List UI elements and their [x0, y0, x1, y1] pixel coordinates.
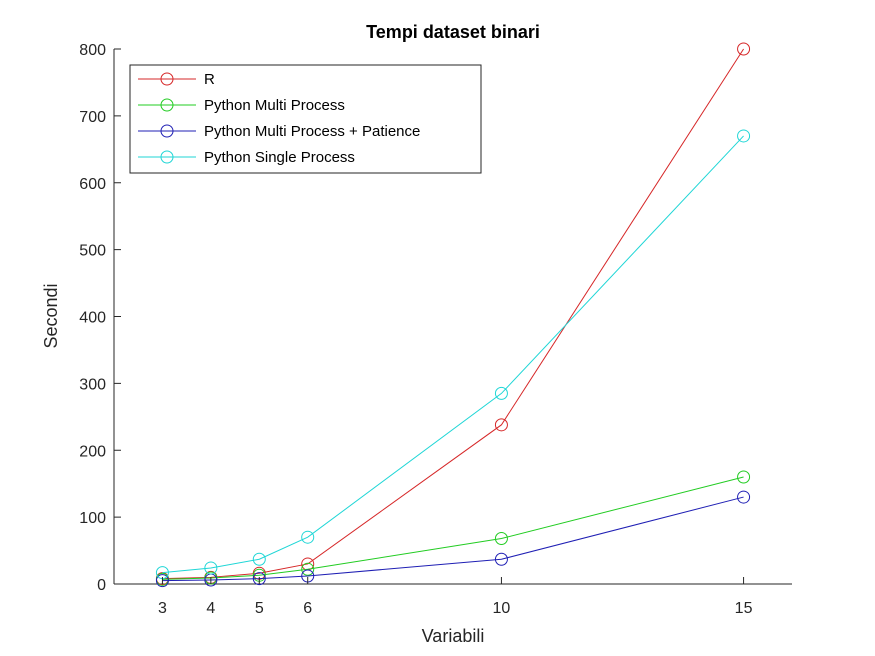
x-tick-label: 10 [493, 600, 511, 617]
legend-box [129, 64, 482, 174]
legend-label: Python Multi Process + Patience [204, 123, 420, 140]
data-point [737, 129, 751, 143]
data-point [737, 490, 751, 504]
legend-label: Python Single Process [204, 149, 355, 166]
series-line [162, 135, 744, 574]
series-line [162, 476, 744, 580]
data-point [494, 386, 508, 400]
data-point [155, 574, 169, 588]
y-axis-ticks: 0 100 200 300 400 500 600 700 800 [79, 42, 121, 594]
x-axis-ticks: 3 4 5 6 10 15 [158, 577, 753, 617]
legend-marker [160, 150, 174, 164]
data-point [737, 470, 751, 484]
y-tick-label: 100 [79, 510, 106, 527]
legend-label: Python Multi Process [204, 97, 345, 114]
data-point [737, 42, 751, 56]
data-point [204, 561, 218, 575]
y-tick-label: 700 [79, 109, 106, 126]
x-axis-label: Variabili [422, 626, 485, 646]
legend-item: Python Single Process [138, 149, 355, 166]
data-point [494, 552, 508, 566]
data-point [252, 572, 266, 586]
legend-item: R [138, 71, 215, 88]
legend-item: Python Multi Process + Patience [138, 123, 420, 140]
data-point [494, 532, 508, 546]
y-tick-label: 600 [79, 176, 106, 193]
legend-item: Python Multi Process [138, 97, 345, 114]
chart-title: Tempi dataset binari [366, 22, 540, 42]
series-1 [155, 470, 751, 586]
data-point [252, 552, 266, 566]
x-tick-label: 3 [158, 600, 167, 617]
legend-marker [160, 98, 174, 112]
y-tick-label: 500 [79, 243, 106, 260]
series-3 [155, 129, 751, 580]
y-tick-label: 300 [79, 376, 106, 393]
x-tick-label: 15 [735, 600, 753, 617]
series-line [162, 48, 744, 580]
series-2 [155, 490, 751, 588]
y-tick-label: 0 [97, 577, 106, 594]
y-axis-label: Secondi [41, 283, 61, 348]
x-tick-label: 5 [255, 600, 264, 617]
series-layer [155, 42, 751, 588]
legend-marker [160, 124, 174, 138]
legend-label: R [204, 71, 215, 88]
x-tick-label: 6 [303, 600, 312, 617]
data-point [301, 530, 315, 544]
legend-marker [160, 72, 174, 86]
legend: R Python Multi Process Python Multi Proces… [129, 64, 482, 174]
data-point [494, 418, 508, 432]
y-tick-label: 800 [79, 42, 106, 59]
series-line [162, 496, 744, 582]
y-tick-label: 200 [79, 443, 106, 460]
data-point [301, 562, 315, 576]
x-tick-label: 4 [206, 600, 215, 617]
y-tick-label: 400 [79, 310, 106, 327]
